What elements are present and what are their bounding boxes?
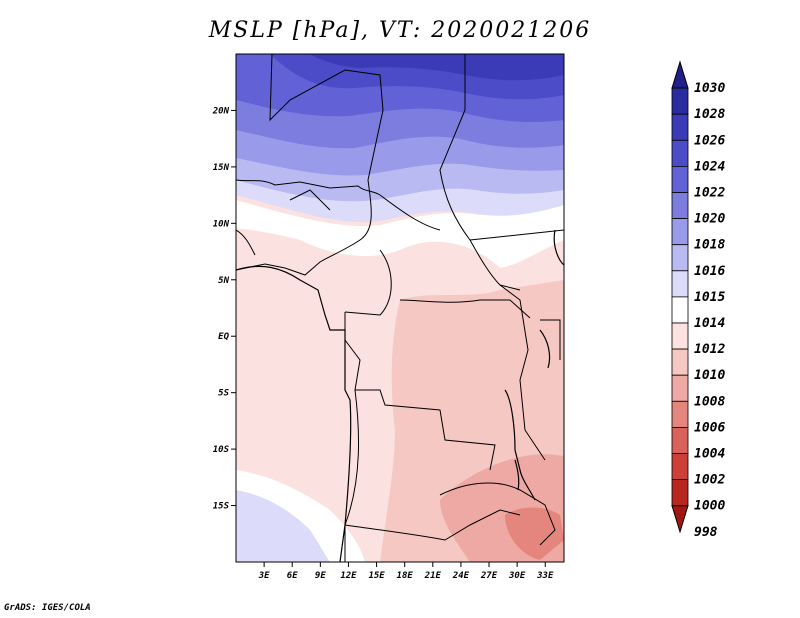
country-borders [236,54,564,562]
lon-tick-label: 15E [368,571,385,581]
colorbar-segment [671,348,689,376]
colorbar-segment [671,270,689,298]
colorbar-segment [671,165,689,193]
map-frame [235,53,565,563]
colorbar-segment [671,479,689,507]
colorbar-label: 1015 [694,290,725,305]
colorbar-label: 1000 [694,499,725,514]
colorbar-label: 1002 [694,473,725,488]
colorbar-label: 1026 [694,133,725,148]
lon-tick-label: 18E [397,571,414,581]
colorbar-segment [671,139,689,167]
colorbar-label: 1024 [694,159,725,174]
colorbar-segment [671,296,689,324]
colorbar-segment [671,87,689,115]
colorbar-segment [671,192,689,220]
colorbar-label: 1006 [694,420,725,435]
lon-tick-label: 21E [424,571,442,581]
lon-axis: 3E 6E 9E 12E 15E 18E 21E 24E 27E 30E 33E [258,562,554,581]
colorbar-label: 1028 [694,107,725,122]
colorbar-bottom-arrow [671,505,689,534]
colorbar-segment [671,400,689,428]
lat-tick-label: 10N [213,219,230,229]
lon-tick-label: 12E [340,571,357,581]
colorbar-segment [671,322,689,350]
colorbar-segment [671,244,689,272]
lat-tick-label: 15S [213,502,230,512]
field-1026 [310,54,564,81]
lon-tick-label: 24E [452,571,470,581]
lat-tick-label: EQ [218,332,229,342]
lat-tick-label: 20N [212,106,230,116]
colorbar-label: 1008 [694,394,725,409]
colorbar-label: 1030 [694,81,725,96]
lat-tick-label: 15N [213,163,230,173]
colorbar-label: 1010 [694,368,725,383]
colorbar-segment [671,218,689,246]
colorbar-label: 1020 [694,212,725,227]
field-1014 [236,200,564,268]
lon-tick-label: 33E [536,571,554,581]
colorbar-label: 1014 [694,316,725,331]
lon-tick-label: 30E [508,571,526,581]
colorbar: 1030 1028 1026 1024 1022 1020 1018 1016 1015 1014… [671,60,725,540]
lon-tick-label: 9E [315,571,326,581]
colorbar-label: 1016 [694,264,725,279]
colorbar-label: 1004 [694,447,725,462]
lat-axis: 20N 15N 10N 5N EQ 5S 10S 15S [212,106,236,512]
lat-tick-label: 10S [213,445,230,455]
lon-tick-label: 3E [258,571,270,581]
colorbar-label: 1012 [694,342,725,357]
lat-tick-label: 5N [218,276,229,286]
colorbar-segment [671,374,689,402]
field-1006 [505,507,564,560]
coastlines [236,229,564,562]
colorbar-segment [671,453,689,481]
colorbar-segment [671,426,689,454]
field-1015-sw [236,490,330,562]
lat-tick-label: 5S [218,389,229,399]
pressure-field [236,54,564,562]
lon-tick-label: 27E [480,571,498,581]
chart-title: MSLP [hPa], VT: 2020021206 [208,18,592,43]
footer-credit: GrADS: IGES/COLA [4,603,91,613]
colorbar-label: 1022 [694,186,725,201]
colorbar-segment [671,113,689,141]
colorbar-top-arrow [671,60,689,89]
colorbar-label: 998 [694,525,718,540]
colorbar-label: 1018 [694,238,725,253]
lon-tick-label: 6E [287,571,298,581]
